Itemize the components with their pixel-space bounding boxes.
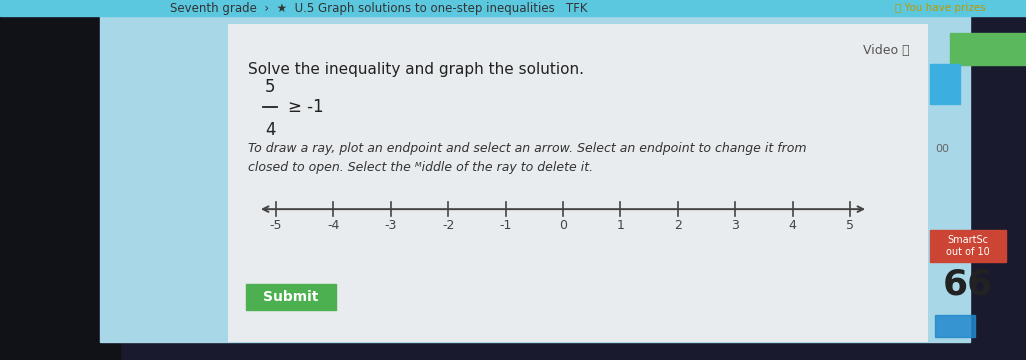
Text: 0: 0 xyxy=(559,219,567,232)
Text: 66: 66 xyxy=(943,267,993,301)
Bar xyxy=(935,315,975,337)
Text: -5: -5 xyxy=(270,219,282,232)
Text: Solve the inequality and graph the solution.: Solve the inequality and graph the solut… xyxy=(248,62,584,77)
Text: Video ⓗ: Video ⓗ xyxy=(863,44,910,57)
Text: 2: 2 xyxy=(674,219,681,232)
Text: 1: 1 xyxy=(617,219,625,232)
Text: SmartSc
out of 10: SmartSc out of 10 xyxy=(946,235,990,257)
Text: Submit: Submit xyxy=(264,290,319,304)
Bar xyxy=(0,0,1026,16)
Text: -1: -1 xyxy=(500,219,512,232)
Bar xyxy=(950,33,1026,65)
Text: 5: 5 xyxy=(265,78,275,96)
Bar xyxy=(0,0,120,360)
Bar xyxy=(100,0,970,342)
Bar xyxy=(246,284,336,310)
Text: ≥ -1: ≥ -1 xyxy=(288,98,323,116)
Text: -3: -3 xyxy=(385,219,397,232)
Text: 4: 4 xyxy=(265,121,275,139)
Bar xyxy=(228,24,928,342)
Text: 3: 3 xyxy=(732,219,739,232)
Bar xyxy=(930,64,960,104)
Text: 🏆 You have prizes: 🏆 You have prizes xyxy=(895,3,985,13)
Text: -4: -4 xyxy=(327,219,340,232)
Text: 4: 4 xyxy=(789,219,796,232)
Text: Seventh grade  ›  ★  U.5 Graph solutions to one-step inequalities   TFK: Seventh grade › ★ U.5 Graph solutions to… xyxy=(170,2,588,15)
Text: -2: -2 xyxy=(442,219,455,232)
Text: 00: 00 xyxy=(935,144,949,154)
Bar xyxy=(930,230,1007,262)
Text: To draw a ray, plot an endpoint and select an arrow. Select an endpoint to chang: To draw a ray, plot an endpoint and sele… xyxy=(248,142,806,174)
Text: 5: 5 xyxy=(846,219,854,232)
